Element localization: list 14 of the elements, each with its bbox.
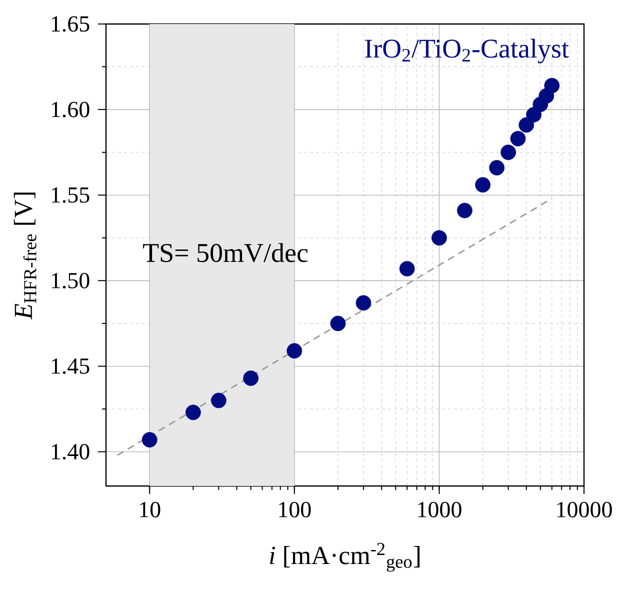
y-tick-label: 1.55 (52, 187, 90, 203)
y-tick-label: 1.60 (52, 102, 90, 118)
x-tick-label: 10 (140, 502, 160, 518)
x-axis-title: i [mA·cm$^{-2}$$_{geo}$] (270, 542, 420, 572)
y-tick-label: 1.40 (52, 444, 90, 460)
series-label: IrO$_{2}$/TiO$_{2}$-Catalyst (365, 38, 569, 64)
x-tick-label: 10000 (557, 502, 612, 518)
y-tick-label: 1.65 (52, 16, 90, 32)
x-tick-label: 100 (279, 502, 311, 518)
y-tick-label: 1.45 (52, 358, 90, 374)
x-tick-label: 1000 (418, 502, 462, 518)
annotation: TS= 50mV/dec (143, 243, 308, 262)
y-axis-title: E$_{HFR-free}$ [V] (14, 192, 36, 320)
y-tick-label: 1.50 (52, 272, 90, 288)
